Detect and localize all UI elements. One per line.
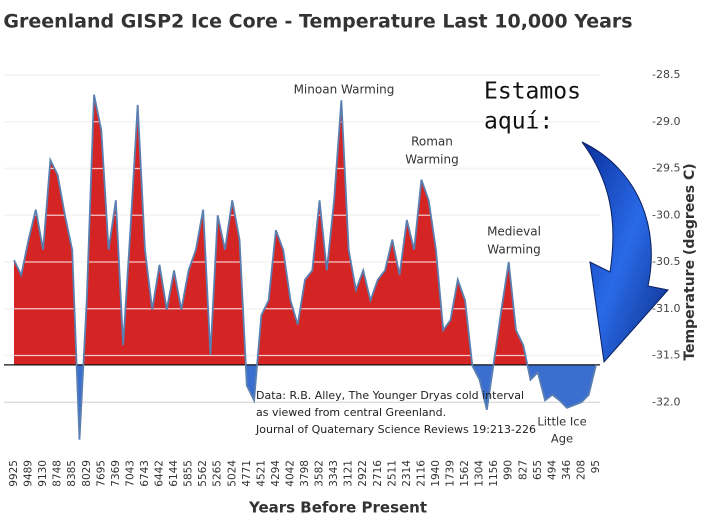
y-tick-label: -30.0 <box>652 208 680 221</box>
x-tick-label: 1739 <box>445 460 457 487</box>
x-tick-label: 4294 <box>270 460 282 487</box>
area-above <box>14 94 596 365</box>
annotation: aquí: <box>484 109 553 135</box>
x-tick-label: 6743 <box>139 460 151 487</box>
x-tick-label: 7043 <box>124 460 136 487</box>
x-tick-label: 6144 <box>168 460 180 487</box>
x-tick-label: 7369 <box>110 460 122 487</box>
x-tick-label: 8748 <box>52 460 64 487</box>
x-tick-label: 3121 <box>343 460 355 487</box>
y-tick-label: -28.5 <box>652 68 680 81</box>
y-tick-label: -32.0 <box>652 395 680 408</box>
x-tick-label: 208 <box>575 460 587 480</box>
x-tick-label: 990 <box>503 460 515 480</box>
annotation: Little Ice <box>537 415 586 429</box>
x-tick-label: 9130 <box>37 460 49 487</box>
x-tick-label: 5265 <box>212 460 224 487</box>
x-tick-label: 655 <box>532 460 544 480</box>
annotation: Medieval <box>487 225 541 239</box>
y-tick-label: -30.5 <box>652 255 680 268</box>
x-tick-label: 3343 <box>328 460 340 487</box>
x-tick-label: 1562 <box>459 460 471 487</box>
x-tick-label: 2314 <box>401 460 413 487</box>
x-tick-label: 2511 <box>386 460 398 487</box>
plot-area: -28.5 -29.0 -29.5 -30.0 -30.5 -31.0 -31.5 -32.0… <box>4 68 680 487</box>
y-tick-label: -31.0 <box>652 302 680 315</box>
x-tick-label: 95 <box>590 460 602 473</box>
area-below <box>76 364 596 440</box>
arrow <box>581 141 669 364</box>
x-tick-label: 9489 <box>23 460 35 487</box>
x-tick-label: 8385 <box>66 460 78 487</box>
x-tick-label: 346 <box>561 460 573 480</box>
y-tick-label: -29.5 <box>652 162 680 175</box>
x-tick-label: 1940 <box>430 460 442 487</box>
x-tick-label: 827 <box>517 460 529 480</box>
x-tick-label: 5855 <box>183 460 195 487</box>
x-tick-label: 5024 <box>226 460 238 487</box>
x-tick-label: 7695 <box>95 460 107 487</box>
x-tick-label: 6442 <box>154 460 166 487</box>
annotation: Warming <box>487 243 540 257</box>
annotation: Minoan Warming <box>294 83 395 97</box>
annotation: Data: R.B. Alley, The Younger Dryas cold… <box>256 389 524 402</box>
x-tick-label: 5562 <box>197 460 209 487</box>
x-tick-label: 3798 <box>299 460 311 487</box>
x-axis-label: Years Before Present <box>248 499 427 517</box>
annotation: Warming <box>405 153 458 167</box>
annotation: Journal of Quaternary Science Reviews 19… <box>255 423 536 436</box>
temperature-line <box>13 94 597 440</box>
x-tick-label: 9925 <box>8 460 20 487</box>
x-tick-label: 3582 <box>314 460 326 487</box>
annotation: Estamos <box>484 79 581 105</box>
x-tick-label: 1156 <box>488 460 500 487</box>
x-tick-label: 2716 <box>372 460 384 487</box>
x-tick-label: 2116 <box>415 460 427 487</box>
x-tick-label: 2922 <box>357 460 369 487</box>
x-tick-label: 4042 <box>284 460 296 487</box>
y-tick-label: -29.0 <box>652 115 680 128</box>
annotation: Roman <box>411 135 453 149</box>
x-tick-label: 4771 <box>241 460 253 487</box>
x-tick-label: 4521 <box>255 460 267 487</box>
x-tick-label: 8029 <box>81 460 93 487</box>
x-tick-label: 494 <box>546 460 558 480</box>
y-tick-label: -31.5 <box>652 349 680 362</box>
chart-title: Greenland GISP2 Ice Core - Temperature L… <box>3 11 632 33</box>
x-tick-label: 1304 <box>474 460 486 487</box>
annotation: as viewed from central Greenland. <box>256 406 446 419</box>
y-axis-label: Temperature (degrees C) <box>682 163 698 360</box>
annotation: Age <box>551 432 573 446</box>
